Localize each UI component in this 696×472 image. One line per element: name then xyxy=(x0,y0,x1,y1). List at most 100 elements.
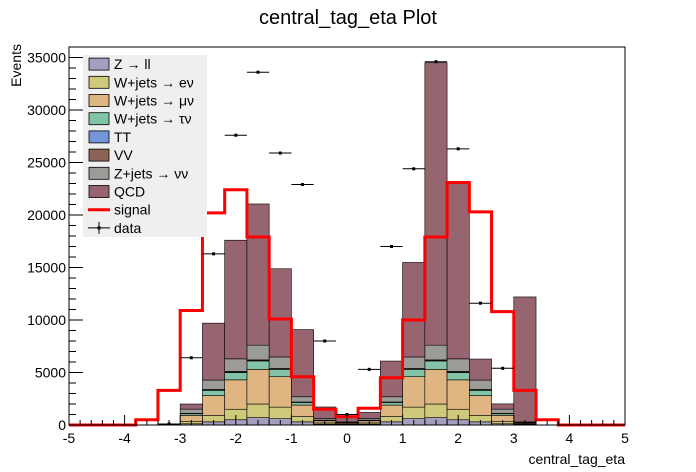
legend-swatch-6 xyxy=(88,166,110,180)
x-axis: -5 -4 -3 -2 -1 0 1 2 3 4 5 xyxy=(63,415,629,446)
legend-swatch-7 xyxy=(88,185,110,198)
y-tick-label-0: 0 xyxy=(58,417,66,433)
stack-bar-7-7 xyxy=(224,239,248,360)
stack-bar-3-6 xyxy=(202,390,225,396)
y-tick-label-6: 30000 xyxy=(27,102,66,118)
legend-label-2: W+jets → μν xyxy=(114,93,194,109)
stack-bar-7-10 xyxy=(291,329,314,398)
stack-bar-7-17 xyxy=(446,181,470,360)
data-point-15 xyxy=(412,167,416,171)
stack-bar-2-17 xyxy=(446,379,470,410)
data-point-7 xyxy=(234,133,238,137)
stack-bar-2-10 xyxy=(291,404,314,417)
stack-bar-7-9 xyxy=(268,268,292,358)
stack-bar-6-9 xyxy=(268,356,292,369)
stack-bar-7-20 xyxy=(513,296,537,423)
data-points xyxy=(157,60,537,426)
stack-bar-7-15 xyxy=(402,262,426,358)
data-point-18 xyxy=(478,301,482,305)
stack-bar-6-15 xyxy=(402,356,426,369)
legend-swatch-3 xyxy=(88,112,110,126)
data-point-12 xyxy=(345,413,349,416)
data-point-19 xyxy=(501,366,505,370)
data-point-6 xyxy=(212,252,216,256)
x-axis-label: central_tag_eta xyxy=(528,451,625,467)
stack-bar-2-16 xyxy=(424,369,448,405)
data-point-9 xyxy=(278,151,282,155)
x-tick-label-8: 3 xyxy=(510,430,518,446)
x-tick-label-1: -4 xyxy=(118,430,131,446)
data-point-5 xyxy=(189,356,193,360)
y-tick-label-3: 15000 xyxy=(27,260,66,276)
y-tick-label-4: 20000 xyxy=(27,207,66,223)
stacked-bars xyxy=(179,62,537,426)
x-tick-label-10: 5 xyxy=(621,430,629,446)
stack-bar-2-18 xyxy=(469,395,492,416)
stack-bar-3-15 xyxy=(402,369,426,378)
stack-bar-1-9 xyxy=(268,406,292,419)
y-tick-label-7: 35000 xyxy=(27,50,66,66)
stack-bar-2-6 xyxy=(202,395,225,416)
y-tick-label-5: 25000 xyxy=(27,155,66,171)
legend-label-6: Z+jets → νν xyxy=(114,165,188,181)
x-tick-label-5: 0 xyxy=(343,430,351,446)
stack-bar-6-14 xyxy=(380,396,403,403)
legend-swatch-9 xyxy=(97,226,101,230)
legend-label-7: QCD xyxy=(114,184,145,200)
x-tick-label-7: 2 xyxy=(454,430,462,446)
stack-bar-7-16 xyxy=(424,62,448,346)
stack-bar-6-16 xyxy=(424,344,448,361)
stack-bar-2-7 xyxy=(224,379,248,410)
stack-bar-1-15 xyxy=(402,406,426,419)
stack-bar-6-18 xyxy=(469,379,492,390)
data-point-14 xyxy=(389,245,393,248)
legend-swatch-0 xyxy=(88,57,110,71)
y-axis: 0 5000 10000 15000 20000 25000 30000 35000 xyxy=(27,50,83,433)
legend-swatch-4 xyxy=(88,130,110,144)
data-point-11 xyxy=(323,339,327,343)
data-point-8 xyxy=(256,70,260,74)
legend-swatch-1 xyxy=(88,75,110,89)
legend-swatch-5 xyxy=(88,148,110,162)
x-tick-label-2: -3 xyxy=(174,430,187,446)
legend-label-3: W+jets → τν xyxy=(114,111,192,127)
stack-bar-6-5 xyxy=(179,408,203,414)
stack-bar-2-8 xyxy=(246,369,270,405)
stack-bar-6-7 xyxy=(224,358,248,372)
legend: Z → ll W+jets → eν W+jets → μν W+jets → τν T… xyxy=(83,55,207,237)
legend-label-5: VV xyxy=(114,147,133,163)
stack-bar-6-8 xyxy=(246,344,270,361)
stack-bar-7-13 xyxy=(357,412,381,419)
data-point-16 xyxy=(434,60,438,64)
stack-bar-3-8 xyxy=(246,360,270,370)
stack-bar-6-6 xyxy=(202,379,225,390)
x-tick-label-3: -2 xyxy=(230,430,243,446)
legend-label-4: TT xyxy=(114,129,132,145)
x-tick-label-0: -5 xyxy=(63,430,76,446)
legend-label-9: data xyxy=(114,220,141,236)
legend-label-8: signal xyxy=(114,202,151,218)
x-tick-label-6: 1 xyxy=(399,430,407,446)
stack-bar-3-17 xyxy=(446,372,470,381)
data-point-17 xyxy=(456,147,460,151)
y-tick-label-1: 5000 xyxy=(35,365,66,381)
stack-bar-3-7 xyxy=(224,372,248,381)
stack-bar-7-5 xyxy=(179,403,203,410)
stack-bar-2-14 xyxy=(380,404,403,417)
stack-bar-1-16 xyxy=(424,403,448,418)
stack-bar-7-8 xyxy=(246,203,270,346)
chart-title: central_tag_eta Plot xyxy=(259,7,437,29)
y-axis-label: Events xyxy=(8,44,24,87)
stack-bar-7-18 xyxy=(469,358,492,381)
stack-bar-3-18 xyxy=(469,390,492,396)
stack-bar-7-19 xyxy=(491,403,515,410)
x-tick-label-9: 4 xyxy=(566,430,574,446)
y-tick-label-2: 10000 xyxy=(27,312,66,328)
legend-label-0: Z → ll xyxy=(114,56,151,72)
legend-label-1: W+jets → eν xyxy=(114,74,194,90)
data-point-13 xyxy=(367,367,371,371)
data-point-10 xyxy=(301,183,305,187)
stack-bar-7-6 xyxy=(202,322,225,381)
